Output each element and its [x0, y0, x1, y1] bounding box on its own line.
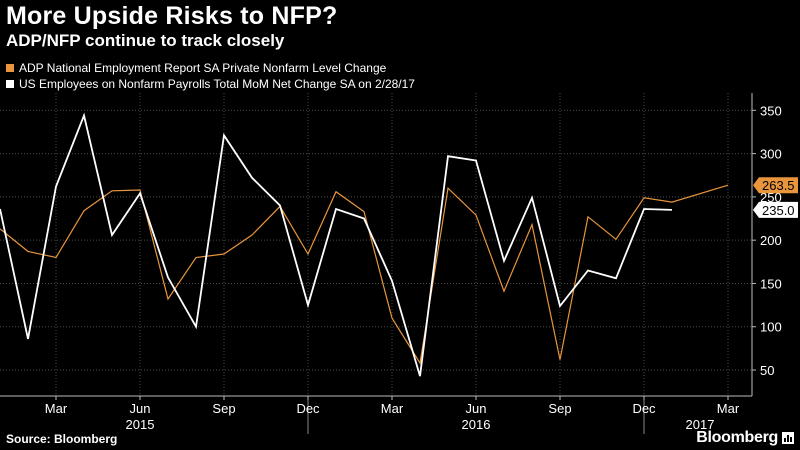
value-tag-text: 235.0 [762, 203, 795, 218]
x-tick-label: Mar [45, 401, 68, 416]
y-tick-label: 300 [760, 147, 782, 162]
x-axis: Mar Jun Sep Dec Mar Jun Sep Dec Mar 2015 2016 2017 [0, 395, 752, 432]
last-value-label-adp: 263.5 [753, 177, 798, 194]
x-year-label: 2017 [686, 417, 715, 432]
legend-item-adp[interactable]: ADP National Employment Report SA Privat… [6, 60, 415, 76]
chart-title: More Upside Risks to NFP? [6, 2, 338, 30]
series-lines [0, 112, 729, 377]
y-axis: 50 100 150 200 250 300 350 [751, 93, 782, 396]
y-tick-label: 100 [760, 320, 782, 335]
x-year-label: 2016 [462, 417, 491, 432]
bloomberg-terminal-icon [782, 432, 794, 444]
x-tick-label: Jun [466, 401, 487, 416]
y-tick-label: 50 [760, 363, 774, 378]
y-tick-label: 150 [760, 276, 782, 291]
x-tick-label: Sep [548, 401, 571, 416]
value-tag-bg [753, 201, 798, 218]
legend: ADP National Employment Report SA Privat… [6, 60, 415, 92]
source-note: Source: Bloomberg [6, 432, 118, 446]
chart-grid [0, 93, 752, 396]
x-tick-label: Dec [296, 401, 320, 416]
series-line-nfp [0, 112, 673, 377]
value-tag-text: 263.5 [762, 178, 795, 193]
x-tick-label: Mar [717, 401, 740, 416]
y-tick-label: 250 [760, 190, 782, 205]
x-year-label: 2015 [126, 417, 155, 432]
last-value-labels: 263.5 235.0 [753, 177, 798, 218]
legend-swatch-nfp [6, 80, 14, 88]
value-tag-bg [753, 177, 798, 194]
x-tick-label: Dec [632, 401, 656, 416]
legend-item-nfp[interactable]: US Employees on Nonfarm Payrolls Total M… [6, 76, 415, 92]
y-tick-label: 350 [760, 103, 782, 118]
year-dividers [307, 400, 645, 434]
last-value-label-nfp: 235.0 [753, 201, 798, 218]
chart-subtitle: ADP/NFP continue to track closely [6, 31, 285, 50]
x-tick-label: Jun [130, 401, 151, 416]
y-tick-label: 200 [760, 233, 782, 248]
legend-label-nfp: US Employees on Nonfarm Payrolls Total M… [19, 77, 415, 91]
x-tick-label: Mar [381, 401, 404, 416]
legend-swatch-adp [6, 64, 14, 72]
x-tick-label: Sep [212, 401, 235, 416]
series-line-adp [0, 184, 729, 365]
legend-label-adp: ADP National Employment Report SA Privat… [19, 61, 387, 75]
brand-logo: Bloomberg [696, 429, 778, 446]
